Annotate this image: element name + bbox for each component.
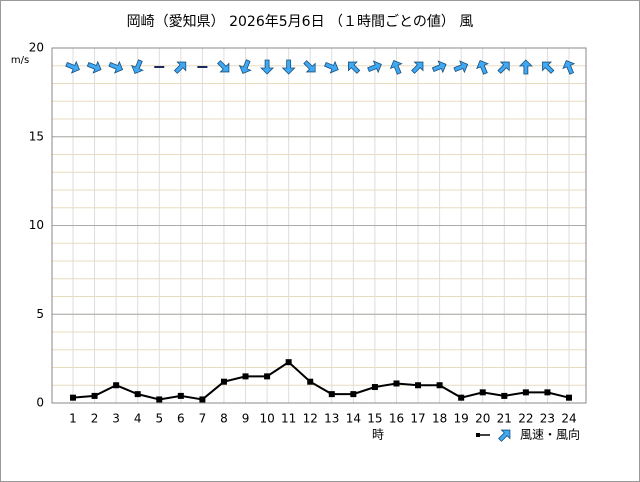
point — [113, 382, 120, 389]
x-tick-label: 12 — [303, 412, 318, 426]
x-tick-label: 20 — [475, 412, 490, 426]
x-tick-label: 24 — [561, 412, 576, 426]
x-tick-label: 2 — [91, 412, 99, 426]
wind-arrow — [173, 61, 187, 74]
y-tick-label: 0 — [36, 396, 44, 410]
point — [436, 382, 443, 389]
legend-point — [476, 433, 480, 437]
x-tick-label: 15 — [367, 412, 382, 426]
wind-arrow — [411, 61, 424, 74]
wind-arrow — [542, 61, 555, 74]
x-tick-label: 16 — [389, 412, 404, 426]
point — [501, 392, 508, 399]
x-tick-label: 21 — [497, 412, 512, 426]
x-tick-label: 23 — [540, 412, 555, 426]
wind-arrow — [65, 60, 80, 74]
x-tick-label: 4 — [134, 412, 142, 426]
y-tick-label: 5 — [36, 307, 44, 321]
point — [91, 392, 98, 399]
point — [264, 373, 271, 380]
wind-arrow — [431, 60, 447, 74]
wind-arrow — [476, 60, 489, 75]
point — [177, 392, 184, 399]
wind-arrow — [131, 59, 144, 74]
wind-arrow — [389, 60, 403, 75]
x-tick-label: 19 — [454, 412, 469, 426]
point — [350, 391, 357, 398]
wind-arrow — [217, 60, 230, 73]
point — [544, 389, 551, 396]
point — [134, 391, 141, 398]
line — [72, 360, 570, 401]
point — [566, 394, 572, 401]
wind-arrow — [238, 59, 252, 74]
point — [220, 378, 227, 385]
wind-arrow — [347, 61, 361, 74]
wind-arrow — [562, 60, 576, 75]
wind-arrow — [303, 60, 316, 73]
point — [328, 391, 335, 398]
wind-arrow — [260, 59, 275, 75]
wind-arrow — [453, 60, 469, 74]
point — [415, 382, 422, 389]
x-tick-label: 10 — [259, 412, 274, 426]
wind-arrow — [281, 59, 296, 75]
x-tick-label: 17 — [410, 412, 425, 426]
point — [199, 396, 206, 403]
wind-arrow — [497, 61, 510, 74]
wind-arrow — [367, 60, 382, 74]
x-tick-label: 5 — [155, 412, 163, 426]
y-tick-label: 10 — [29, 218, 44, 232]
wind-arrow — [108, 60, 124, 74]
legend-label: 風速・風向 — [520, 427, 580, 442]
y-tick-label: 15 — [29, 129, 44, 143]
x-tick-label: 9 — [242, 412, 250, 426]
chart-title: 岡崎（愛知県） 2026年5月6日 （１時間ごとの値） 風 — [127, 13, 474, 30]
point — [371, 384, 378, 391]
x-tick-label: 1 — [69, 412, 77, 426]
point — [479, 389, 486, 396]
point — [70, 394, 76, 401]
y-tick-label: 20 — [29, 41, 44, 55]
point — [393, 380, 400, 387]
wind-arrow — [324, 60, 339, 74]
wind-arrow — [498, 429, 511, 442]
x-tick-label: 6 — [177, 412, 185, 426]
point — [522, 389, 529, 396]
x-tick-label: 8 — [220, 412, 228, 426]
point — [242, 373, 249, 380]
x-tick-label: 7 — [199, 412, 207, 426]
wind-arrow — [518, 59, 533, 75]
x-tick-label: 18 — [432, 412, 447, 426]
point — [307, 378, 314, 385]
y-axis-label: m/s — [11, 55, 29, 66]
wind-arrow — [86, 60, 102, 74]
plot-border — [51, 47, 587, 404]
point — [156, 396, 163, 403]
point — [285, 359, 292, 366]
x-tick-label: 13 — [324, 412, 339, 426]
point — [458, 394, 465, 401]
x-tick-label: 22 — [518, 412, 533, 426]
x-axis-label: 時 — [372, 428, 384, 442]
x-tick-label: 14 — [346, 412, 361, 426]
x-tick-label: 3 — [112, 412, 120, 426]
x-tick-label: 11 — [281, 412, 296, 426]
